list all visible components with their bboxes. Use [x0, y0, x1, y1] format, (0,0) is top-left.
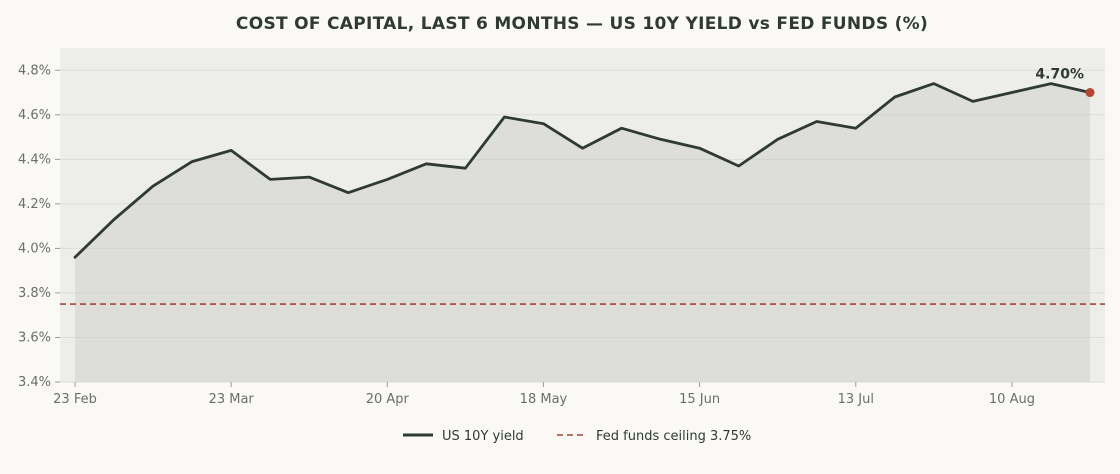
last-value-label: 4.70% — [1035, 67, 1084, 83]
x-tick-label: 10 Aug — [989, 392, 1035, 407]
y-tick-label: 3.4% — [18, 375, 51, 390]
last-value-marker — [1085, 88, 1095, 98]
y-tick-label: 3.8% — [18, 286, 51, 301]
x-tick-label: 20 Apr — [366, 392, 410, 407]
y-tick-label: 4.8% — [18, 63, 51, 78]
x-axis: 23 Feb 23 Mar 20 Apr 18 May 15 Jun 13 Jul 10 A… — [53, 382, 1035, 407]
chart-title: COST OF CAPITAL, LAST 6 MONTHS — US 10Y … — [236, 14, 928, 34]
x-tick-label: 15 Jun — [679, 392, 720, 407]
area-fill-layer — [75, 83, 1090, 382]
legend-label-fed-funds: Fed funds ceiling 3.75% — [596, 429, 751, 444]
y-tick-label: 4.4% — [18, 152, 51, 167]
grid-lines — [60, 69, 1105, 383]
legend-label-yield: US 10Y yield — [442, 429, 524, 444]
y-tick-label: 4.6% — [18, 108, 51, 123]
series-layer: 4.70% — [73, 67, 1095, 259]
legend: US 10Y yield Fed funds ceiling 3.75% — [403, 429, 751, 444]
x-tick-label: 13 Jul — [838, 392, 874, 407]
x-tick-label: 18 May — [520, 392, 568, 407]
y-tick-label: 4.2% — [18, 197, 51, 212]
y-tick-label: 4.0% — [18, 241, 51, 256]
plot-area — [60, 48, 1105, 382]
y-axis: 3.4% 3.6% 3.8% 4.0% 4.2% 4.4% 4.6% 4.8% — [18, 63, 60, 390]
x-tick-label: 23 Feb — [53, 392, 97, 407]
y-tick-label: 3.6% — [18, 330, 51, 345]
series-line-us-10y-yield — [73, 82, 1092, 259]
x-tick-label: 23 Mar — [209, 392, 255, 407]
series-area-fill — [75, 83, 1090, 382]
